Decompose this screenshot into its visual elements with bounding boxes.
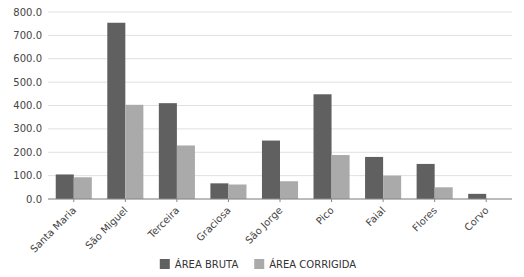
y-tick-label: 500.0	[13, 77, 42, 88]
y-tick-label: 600.0	[13, 53, 42, 64]
y-tick-label: 300.0	[13, 123, 42, 134]
bars: ÁREA BRUTA: 105 ÁREA BRUTA: 754 ÁREA BRUTA…	[56, 23, 486, 199]
bar: ÁREA CORRIGIDA: 76	[280, 181, 298, 199]
x-tick-label: Graciosa	[194, 205, 233, 244]
x-tick-label: Terceira	[145, 205, 181, 241]
legend-swatch	[254, 259, 264, 269]
y-tick-label: 0.0	[26, 194, 42, 205]
bar: ÁREA BRUTA: 754	[107, 23, 125, 199]
bar: ÁREA BRUTA: 180	[365, 157, 383, 199]
bar: ÁREA CORRIGIDA: 62	[228, 185, 246, 199]
y-tick-label: 100.0	[13, 170, 42, 181]
bar: ÁREA BRUTA: 22	[468, 194, 486, 199]
legend: ÁREA BRUTA ÁREA CORRIGIDA	[160, 258, 356, 270]
x-tick	[331, 199, 332, 202]
x-tick	[486, 199, 487, 202]
bar: ÁREA CORRIGIDA: 229	[177, 145, 195, 199]
x-tick-label: São Jorge	[243, 205, 284, 246]
x-tick	[176, 199, 177, 202]
y-tick-label: 400.0	[13, 100, 42, 111]
x-tick	[228, 199, 229, 202]
y-axis: 0.0 100.0 200.0 300.0 400.0 500.0 600.0 700.0 80…	[13, 7, 512, 205]
bar: ÁREA BRUTA: 250	[262, 141, 280, 199]
x-tick-label: São Miguel	[83, 205, 130, 252]
y-tick-label: 800.0	[13, 7, 42, 18]
legend-swatch	[160, 259, 170, 269]
x-axis: Santa MariaSão Miguel Terceira Graciosa São…	[28, 199, 512, 255]
bar: ÁREA CORRIGIDA: 100	[383, 176, 401, 199]
legend-label: ÁREA CORRIGIDA	[269, 258, 356, 270]
x-tick	[280, 199, 281, 202]
x-tick	[434, 199, 435, 202]
x-tick	[383, 199, 384, 202]
x-tick-label: Faial	[364, 205, 388, 229]
x-tick-label: Santa Maria	[28, 205, 78, 255]
bar: ÁREA BRUTA: 105	[56, 174, 74, 199]
y-tick-label: 200.0	[13, 147, 42, 158]
bar: ÁREA CORRIGIDA: 188	[332, 155, 350, 199]
bar: ÁREA BRUTA: 67	[210, 183, 228, 199]
x-tick-label: Corvo	[462, 205, 490, 233]
chart: 0.0 100.0 200.0 300.0 400.0 500.0 600.0 700.0 80…	[0, 0, 524, 277]
x-tick-label: Pico	[314, 205, 336, 227]
bar: ÁREA CORRIGIDA: 403	[125, 105, 143, 199]
x-tick	[73, 199, 74, 202]
y-tick-label: 700.0	[13, 30, 42, 41]
bar: ÁREA CORRIGIDA: 93	[74, 177, 92, 199]
grid-line	[48, 12, 512, 13]
bar: ÁREA BRUTA: 410	[159, 103, 177, 199]
bar: ÁREA CORRIGIDA: 50	[435, 187, 453, 199]
bar: ÁREA BRUTA: 448	[314, 94, 332, 199]
x-tick	[125, 199, 126, 202]
legend-label: ÁREA BRUTA	[175, 258, 239, 270]
x-tick-label: Flores	[410, 205, 439, 234]
bar: ÁREA BRUTA: 150	[417, 164, 435, 199]
